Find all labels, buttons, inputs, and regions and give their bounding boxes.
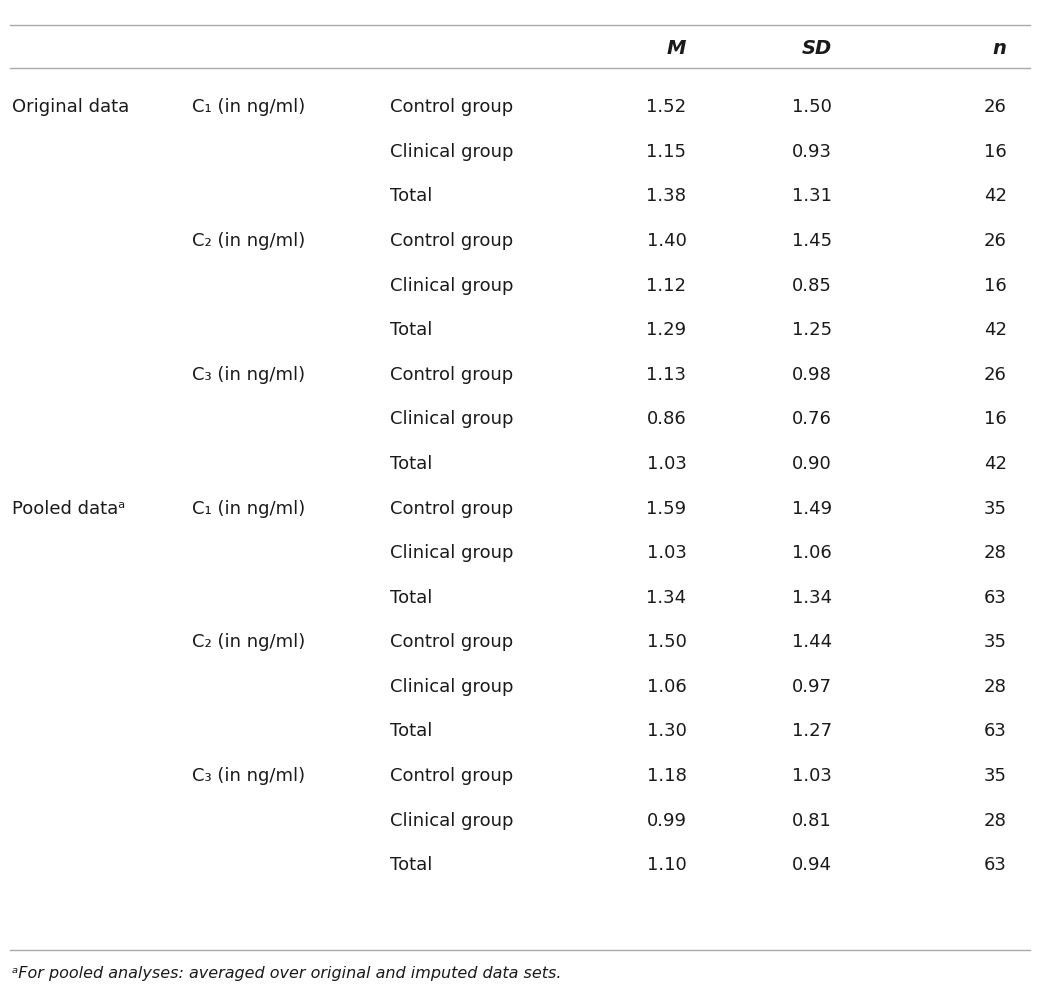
Text: Total: Total bbox=[390, 589, 433, 606]
Text: Original data: Original data bbox=[12, 98, 130, 116]
Text: Total: Total bbox=[390, 322, 433, 339]
Text: 1.03: 1.03 bbox=[792, 768, 832, 785]
Text: Clinical group: Clinical group bbox=[390, 143, 514, 160]
Text: 1.52: 1.52 bbox=[646, 98, 686, 116]
Text: 63: 63 bbox=[984, 857, 1007, 874]
Text: SD: SD bbox=[802, 39, 832, 57]
Text: C₁ (in ng/ml): C₁ (in ng/ml) bbox=[192, 500, 306, 517]
Text: 1.03: 1.03 bbox=[647, 455, 686, 473]
Text: Control group: Control group bbox=[390, 500, 514, 517]
Text: M: M bbox=[667, 39, 686, 57]
Text: C₁ (in ng/ml): C₁ (in ng/ml) bbox=[192, 98, 306, 116]
Text: Total: Total bbox=[390, 857, 433, 874]
Text: Pooled dataᵃ: Pooled dataᵃ bbox=[12, 500, 126, 517]
Text: 63: 63 bbox=[984, 589, 1007, 606]
Text: C₃ (in ng/ml): C₃ (in ng/ml) bbox=[192, 366, 306, 384]
Text: 1.30: 1.30 bbox=[647, 722, 686, 740]
Text: C₂ (in ng/ml): C₂ (in ng/ml) bbox=[192, 232, 306, 249]
Text: 1.34: 1.34 bbox=[646, 589, 686, 606]
Text: 1.06: 1.06 bbox=[647, 678, 686, 695]
Text: 42: 42 bbox=[984, 455, 1007, 473]
Text: 0.94: 0.94 bbox=[792, 857, 832, 874]
Text: Clinical group: Clinical group bbox=[390, 544, 514, 562]
Text: ᵃFor pooled analyses: averaged over original and imputed data sets.: ᵃFor pooled analyses: averaged over orig… bbox=[12, 967, 562, 981]
Text: Clinical group: Clinical group bbox=[390, 411, 514, 428]
Text: 0.97: 0.97 bbox=[792, 678, 832, 695]
Text: 1.12: 1.12 bbox=[647, 277, 686, 295]
Text: Control group: Control group bbox=[390, 366, 514, 384]
Text: 28: 28 bbox=[984, 544, 1007, 562]
Text: Total: Total bbox=[390, 455, 433, 473]
Text: 1.40: 1.40 bbox=[647, 232, 686, 249]
Text: Clinical group: Clinical group bbox=[390, 277, 514, 295]
Text: Control group: Control group bbox=[390, 768, 514, 785]
Text: 1.45: 1.45 bbox=[791, 232, 832, 249]
Text: 1.50: 1.50 bbox=[647, 633, 686, 651]
Text: 42: 42 bbox=[984, 187, 1007, 205]
Text: Control group: Control group bbox=[390, 98, 514, 116]
Text: 1.50: 1.50 bbox=[792, 98, 832, 116]
Text: 26: 26 bbox=[984, 98, 1007, 116]
Text: 35: 35 bbox=[984, 768, 1007, 785]
Text: 35: 35 bbox=[984, 633, 1007, 651]
Text: 42: 42 bbox=[984, 322, 1007, 339]
Text: 1.27: 1.27 bbox=[791, 722, 832, 740]
Text: 26: 26 bbox=[984, 366, 1007, 384]
Text: Clinical group: Clinical group bbox=[390, 678, 514, 695]
Text: 1.29: 1.29 bbox=[646, 322, 686, 339]
Text: 16: 16 bbox=[984, 277, 1007, 295]
Text: 1.18: 1.18 bbox=[647, 768, 686, 785]
Text: Clinical group: Clinical group bbox=[390, 812, 514, 830]
Text: 1.03: 1.03 bbox=[647, 544, 686, 562]
Text: 1.38: 1.38 bbox=[647, 187, 686, 205]
Text: 1.13: 1.13 bbox=[647, 366, 686, 384]
Text: Control group: Control group bbox=[390, 232, 514, 249]
Text: 1.34: 1.34 bbox=[791, 589, 832, 606]
Text: Control group: Control group bbox=[390, 633, 514, 651]
Text: 16: 16 bbox=[984, 143, 1007, 160]
Text: 1.44: 1.44 bbox=[791, 633, 832, 651]
Text: 1.49: 1.49 bbox=[791, 500, 832, 517]
Text: C₃ (in ng/ml): C₃ (in ng/ml) bbox=[192, 768, 306, 785]
Text: C₂ (in ng/ml): C₂ (in ng/ml) bbox=[192, 633, 306, 651]
Text: 1.15: 1.15 bbox=[647, 143, 686, 160]
Text: 16: 16 bbox=[984, 411, 1007, 428]
Text: 35: 35 bbox=[984, 500, 1007, 517]
Text: 0.93: 0.93 bbox=[792, 143, 832, 160]
Text: 63: 63 bbox=[984, 722, 1007, 740]
Text: Total: Total bbox=[390, 187, 433, 205]
Text: 28: 28 bbox=[984, 812, 1007, 830]
Text: 0.86: 0.86 bbox=[647, 411, 686, 428]
Text: 0.81: 0.81 bbox=[792, 812, 832, 830]
Text: 26: 26 bbox=[984, 232, 1007, 249]
Text: 1.10: 1.10 bbox=[647, 857, 686, 874]
Text: 1.31: 1.31 bbox=[792, 187, 832, 205]
Text: n: n bbox=[993, 39, 1007, 57]
Text: 0.90: 0.90 bbox=[792, 455, 832, 473]
Text: 1.59: 1.59 bbox=[646, 500, 686, 517]
Text: Total: Total bbox=[390, 722, 433, 740]
Text: 0.99: 0.99 bbox=[647, 812, 686, 830]
Text: 0.85: 0.85 bbox=[792, 277, 832, 295]
Text: 0.76: 0.76 bbox=[792, 411, 832, 428]
Text: 1.25: 1.25 bbox=[791, 322, 832, 339]
Text: 28: 28 bbox=[984, 678, 1007, 695]
Text: 1.06: 1.06 bbox=[792, 544, 832, 562]
Text: 0.98: 0.98 bbox=[792, 366, 832, 384]
